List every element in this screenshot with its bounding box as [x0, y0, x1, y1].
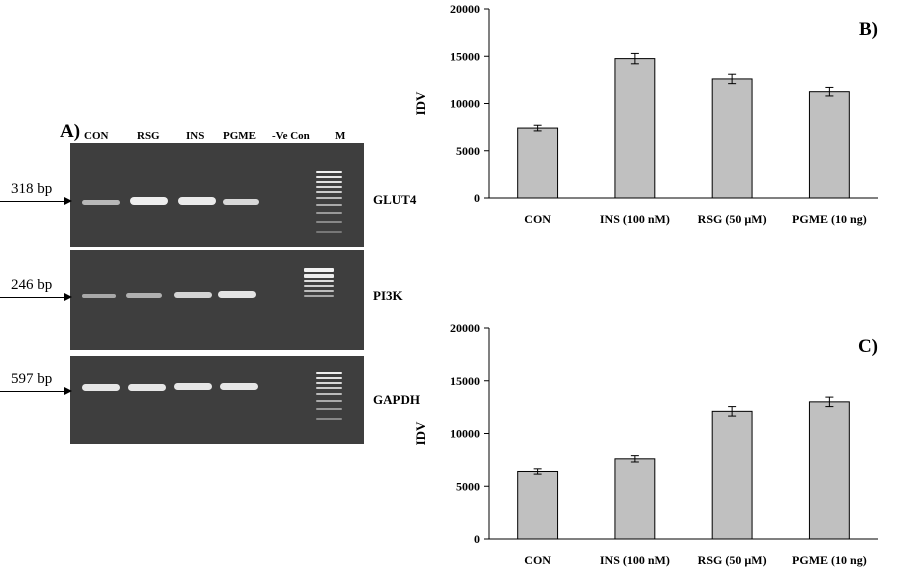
y-tick-label: 0	[474, 191, 480, 205]
lane-label-ins: INS	[186, 130, 205, 142]
lane-label-con: CON	[84, 130, 109, 142]
bar	[711, 410, 753, 540]
ladder-band	[316, 377, 342, 379]
ladder-band	[316, 372, 342, 374]
ladder-band	[316, 408, 342, 410]
band-gapdh-rsg	[128, 384, 166, 391]
bp-label-pi3k: 246 bp	[11, 277, 53, 293]
band-pi3k-con	[82, 294, 116, 298]
ladder-band	[316, 191, 342, 193]
ladder-band	[316, 212, 342, 214]
arrow-line	[0, 391, 64, 392]
x-category-label: RSG (50 µM)	[698, 553, 767, 567]
y-tick-label: 10000	[450, 97, 480, 111]
arrow-head-icon	[64, 387, 72, 395]
ladder-band	[316, 393, 342, 395]
y-tick-label: 20000	[450, 321, 480, 335]
band-gapdh-pgme	[220, 383, 258, 390]
band-pi3k-ins	[174, 292, 212, 298]
y-tick-label: 5000	[456, 479, 480, 493]
bar	[808, 91, 850, 199]
x-category-label: INS (100 nM)	[600, 212, 670, 226]
ladder-band	[316, 204, 342, 206]
arrow-line	[0, 201, 64, 202]
bar	[808, 401, 850, 540]
gel-row-glut4	[70, 143, 364, 247]
bar	[517, 470, 559, 540]
band-glut4-con	[82, 200, 120, 205]
gene-label-pi3k: PI3K	[373, 288, 403, 303]
x-category-label: CON	[524, 553, 551, 567]
band-pi3k-pgme	[218, 291, 256, 298]
bar	[517, 127, 559, 199]
gene-label-glut4: GLUT4	[373, 192, 417, 207]
panel-letter: B)	[859, 19, 878, 40]
y-tick-label: 10000	[450, 427, 480, 441]
ladder-band	[304, 290, 334, 292]
ladder-band	[316, 221, 342, 223]
y-tick-label: 20000	[450, 2, 480, 16]
band-gapdh-ins	[174, 383, 212, 390]
x-category-label: PGME (10 ng)	[792, 212, 867, 226]
y-tick-label: 0	[474, 532, 480, 546]
ladder-band	[304, 268, 334, 272]
band-glut4-ins	[178, 197, 216, 205]
bar-chart-b: 0 5000 10000 15000 20000 IDV B) CON INS (100 nM)…	[413, 2, 878, 226]
bp-label-gapdh: 597 bp	[11, 371, 53, 387]
ladder-band	[316, 186, 342, 188]
arrow-head-icon	[64, 293, 72, 301]
bar	[711, 78, 753, 199]
ladder-band	[304, 285, 334, 287]
y-tick-label: 15000	[450, 49, 480, 63]
lane-label-marker: M	[335, 130, 346, 142]
band-pi3k-rsg	[126, 293, 162, 298]
panel-letter: C)	[858, 336, 878, 357]
ladder-band	[316, 197, 342, 199]
lane-label-pgme: PGME	[223, 130, 256, 142]
band-gapdh-con	[82, 384, 120, 391]
ladder-band	[316, 400, 342, 402]
ladder-band	[304, 295, 334, 297]
gel-row-pi3k	[70, 250, 364, 350]
gene-label-gapdh: GAPDH	[373, 392, 420, 407]
bar	[614, 58, 656, 199]
lane-label-rsg: RSG	[137, 130, 160, 142]
ladder-band	[316, 382, 342, 384]
bp-label-glut4: 318 bp	[11, 181, 53, 197]
ladder-band	[304, 280, 334, 282]
panel-a-letter: A)	[60, 121, 81, 142]
ladder-band	[316, 176, 342, 178]
gel-row-gapdh	[70, 356, 364, 444]
arrow-head-icon	[64, 197, 72, 205]
lane-label-negative-control: -Ve Con	[272, 130, 310, 142]
y-tick-label: 15000	[450, 374, 480, 388]
ladder-band	[316, 181, 342, 183]
ladder-band	[316, 418, 342, 420]
y-axis-label: IDV	[413, 421, 428, 445]
band-glut4-rsg	[130, 197, 168, 205]
bar	[614, 458, 656, 540]
x-category-label: PGME (10 ng)	[792, 553, 867, 567]
band-glut4-pgme	[223, 199, 259, 205]
ladder-band	[304, 274, 334, 278]
y-tick-label: 5000	[456, 144, 480, 158]
x-category-label: CON	[524, 212, 551, 226]
x-category-label: INS (100 nM)	[600, 553, 670, 567]
ladder-band	[316, 171, 342, 173]
ladder-band	[316, 231, 342, 233]
y-axis-label: IDV	[413, 91, 428, 115]
arrow-line	[0, 297, 64, 298]
bar-chart-c: 0 5000 10000 15000 20000 IDV C) CON INS (100 nM)…	[413, 321, 878, 567]
ladder-band	[316, 387, 342, 389]
x-category-label: RSG (50 µM)	[698, 212, 767, 226]
